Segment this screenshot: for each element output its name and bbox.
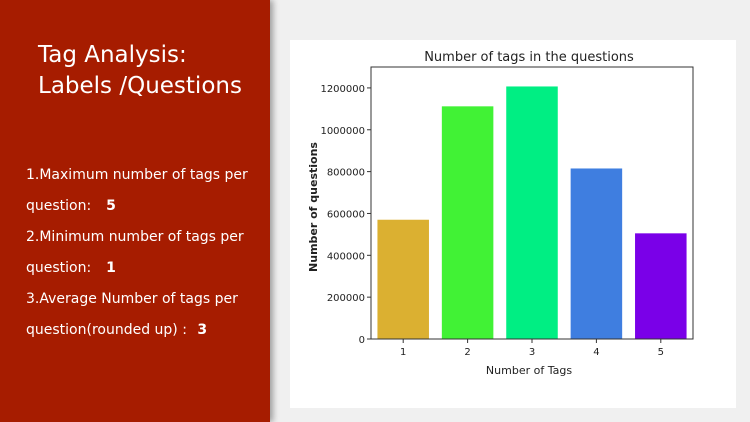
chart-title: Number of tags in the questions xyxy=(424,50,634,65)
bar xyxy=(441,106,494,339)
stat-label: 1.Maximum number of tags per xyxy=(26,167,248,183)
x-tick-label: 4 xyxy=(593,347,599,358)
stat-label: 2.Minimum number of tags per xyxy=(26,229,244,245)
stat-value: 1 xyxy=(106,260,116,276)
y-tick-label: 0 xyxy=(359,335,365,346)
bar-chart: Number of tags in the questions Number o… xyxy=(307,50,694,377)
slide-title: Tag Analysis: Labels /Questions xyxy=(38,40,263,102)
y-tick-label: 200000 xyxy=(327,293,365,304)
y-tick-label: 600000 xyxy=(327,209,365,220)
stat-label: 3.Average Number of tags per xyxy=(26,291,238,307)
y-tick-label: 400000 xyxy=(327,251,365,262)
stat-label-cont: question: xyxy=(26,260,92,276)
bar xyxy=(377,219,429,339)
stat-label-cont: question: xyxy=(26,198,92,214)
x-tick-label: 5 xyxy=(658,347,664,358)
stat-min-tags: 2.Minimum number of tags per question: 1 xyxy=(26,222,266,284)
stats-list: 1.Maximum number of tags per question: 5… xyxy=(26,160,266,346)
stat-value: 5 xyxy=(106,198,116,214)
y-tick-label: 800000 xyxy=(327,168,365,179)
slide-title-line1: Tag Analysis: xyxy=(38,42,187,68)
x-axis-label: Number of Tags xyxy=(486,364,572,377)
bar xyxy=(506,86,558,339)
x-tick-label: 1 xyxy=(400,347,406,358)
y-tick-label: 1200000 xyxy=(320,84,365,95)
stat-label-cont: question(rounded up) : xyxy=(26,322,187,338)
bar xyxy=(635,233,687,339)
stat-avg-tags: 3.Average Number of tags per question(ro… xyxy=(26,284,266,346)
y-tick-label: 1000000 xyxy=(320,126,365,137)
stat-max-tags: 1.Maximum number of tags per question: 5 xyxy=(26,160,266,222)
left-panel: Tag Analysis: Labels /Questions 1.Maximu… xyxy=(0,0,270,422)
chart-card: Number of tags in the questions Number o… xyxy=(290,40,736,408)
bar xyxy=(570,168,623,339)
x-tick-label: 3 xyxy=(529,347,535,358)
stat-value: 3 xyxy=(197,322,208,338)
slide-title-line2: Labels /Questions xyxy=(38,73,242,99)
plot-area: 0 200000 400000 600000 800000 1000000 1200000 1… xyxy=(320,66,694,358)
x-tick-label: 2 xyxy=(464,347,470,358)
y-axis-label: Number of questions xyxy=(307,142,320,272)
